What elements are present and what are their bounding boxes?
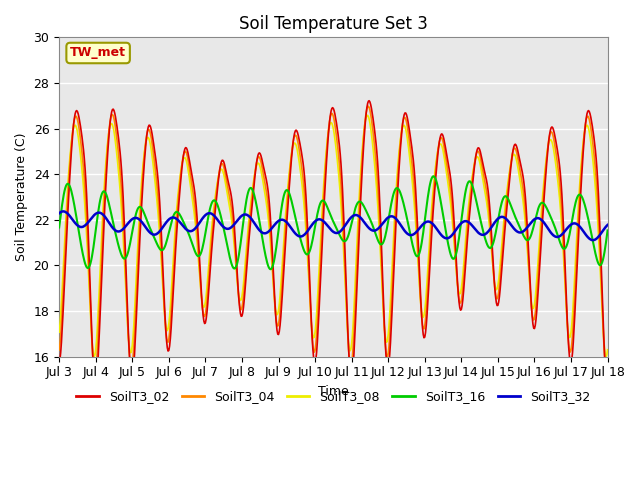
SoilT3_04 — [199, 310, 207, 316]
Line: SoilT3_04: SoilT3_04 — [59, 106, 607, 372]
Legend: SoilT3_02, SoilT3_04, SoilT3_08, SoilT3_16, SoilT3_32: SoilT3_02, SoilT3_04, SoilT3_08, SoilT3_… — [71, 385, 595, 408]
SoilT3_08 — [90, 354, 98, 360]
SoilT3_02 — [433, 161, 441, 167]
SoilT3_32 — [554, 234, 562, 240]
SoilT3_32 — [177, 220, 184, 226]
SoilT3_04 — [604, 367, 611, 372]
SoilT3_04 — [365, 103, 372, 109]
SoilT3_08 — [177, 172, 184, 178]
Line: SoilT3_08: SoilT3_08 — [59, 115, 607, 357]
SoilT3_32 — [200, 214, 208, 219]
Y-axis label: Soil Temperature (C): Soil Temperature (C) — [15, 133, 28, 261]
SoilT3_16 — [555, 236, 563, 241]
SoilT3_16 — [326, 210, 333, 216]
SoilT3_16 — [604, 228, 611, 233]
SoilT3_32 — [604, 222, 611, 228]
Line: SoilT3_32: SoilT3_32 — [59, 211, 607, 240]
SoilT3_04 — [175, 183, 183, 189]
SoilT3_02 — [604, 382, 611, 387]
SoilT3_32 — [433, 227, 441, 232]
SoilT3_08 — [434, 149, 442, 155]
X-axis label: Time: Time — [318, 385, 349, 398]
Line: SoilT3_16: SoilT3_16 — [59, 176, 607, 269]
SoilT3_02 — [55, 360, 63, 366]
Line: SoilT3_02: SoilT3_02 — [59, 101, 607, 384]
SoilT3_16 — [379, 240, 387, 246]
Title: Soil Temperature Set 3: Soil Temperature Set 3 — [239, 15, 428, 33]
SoilT3_04 — [554, 166, 562, 171]
SoilT3_16 — [267, 266, 275, 272]
SoilT3_02 — [365, 98, 373, 104]
SoilT3_32 — [55, 210, 63, 216]
SoilT3_08 — [555, 188, 563, 193]
SoilT3_02 — [554, 151, 562, 157]
SoilT3_16 — [434, 183, 442, 189]
SoilT3_16 — [429, 173, 437, 179]
SoilT3_32 — [59, 208, 67, 214]
SoilT3_08 — [326, 122, 333, 128]
SoilT3_32 — [589, 237, 597, 243]
SoilT3_02 — [175, 192, 183, 198]
SoilT3_08 — [604, 347, 611, 353]
SoilT3_08 — [364, 112, 371, 118]
SoilT3_04 — [325, 124, 333, 130]
SoilT3_02 — [199, 312, 207, 318]
SoilT3_02 — [379, 281, 387, 287]
SoilT3_16 — [55, 225, 63, 230]
SoilT3_08 — [200, 304, 208, 310]
SoilT3_32 — [326, 225, 333, 231]
SoilT3_32 — [379, 220, 387, 226]
SoilT3_16 — [199, 242, 207, 248]
SoilT3_04 — [55, 347, 63, 353]
SoilT3_02 — [325, 127, 333, 133]
SoilT3_16 — [175, 211, 183, 217]
SoilT3_04 — [433, 155, 441, 161]
SoilT3_04 — [603, 370, 611, 375]
SoilT3_04 — [379, 294, 387, 300]
SoilT3_08 — [380, 313, 387, 319]
Text: TW_met: TW_met — [70, 47, 126, 60]
SoilT3_08 — [55, 329, 63, 335]
